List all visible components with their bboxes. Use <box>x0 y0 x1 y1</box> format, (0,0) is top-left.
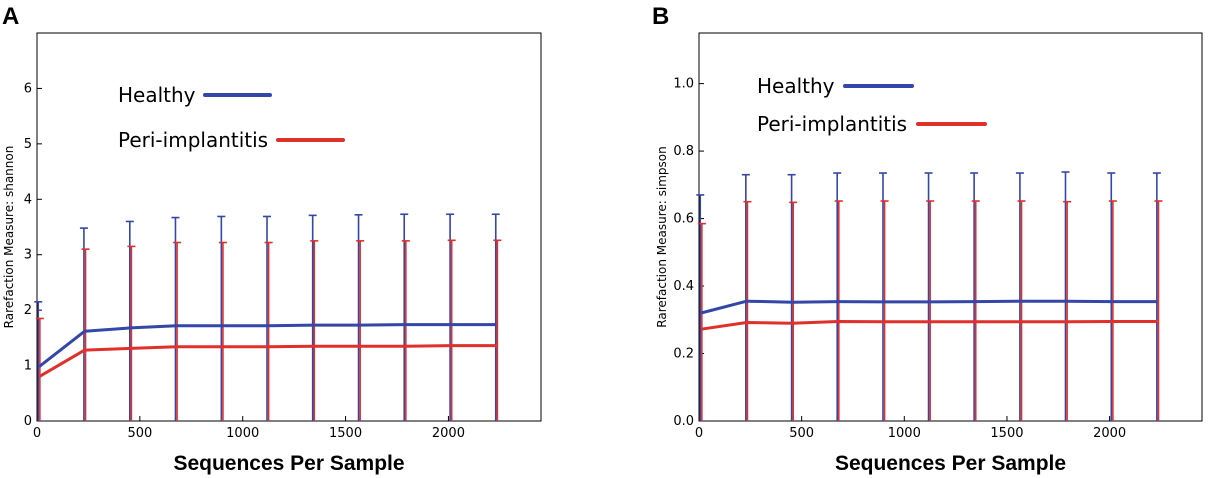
x-tick-label: 0 <box>33 426 41 441</box>
y-tick-label: 2 <box>24 303 32 318</box>
y-tick-label: 4 <box>24 192 32 207</box>
panel-b: B 0.0 0.2 0.4 0.6 0.8 1.0 0 500 1000 1500 2000 Seque… <box>652 3 1203 475</box>
series-line-healthy <box>700 299 1158 315</box>
y-tick-label: 0.0 <box>673 414 694 429</box>
x-tick-label: 2000 <box>1093 426 1126 441</box>
x-tick-label: 1500 <box>329 426 362 441</box>
x-axis-title: Sequences Per Sample <box>835 452 1066 475</box>
y-tick-label: 0.6 <box>673 212 694 227</box>
legend-label: Healthy <box>757 74 835 98</box>
y-axis-title: Rarefaction Measure: shannon <box>2 146 16 329</box>
y-tick-label: 5 <box>24 137 32 152</box>
legend-label: Peri-implantitis <box>757 112 907 136</box>
x-tick-label: 1000 <box>888 426 921 441</box>
legend-label: Healthy <box>118 83 196 107</box>
y-axis-title: Rarefaction Measure: simpson <box>655 146 669 327</box>
y-tick-label: 1 <box>24 359 32 374</box>
y-tick-label: 0.4 <box>673 279 694 294</box>
series-line-peri-implantitis <box>38 344 497 378</box>
y-tick-label: 3 <box>24 248 32 263</box>
panel-a: A 0 1 2 3 4 5 6 0 500 1000 1500 2000 Sequences Per Sa… <box>2 3 542 475</box>
x-tick-label: 2000 <box>432 426 465 441</box>
y-tick-label: 0.8 <box>673 144 694 159</box>
series-line-healthy <box>38 323 497 368</box>
plot-frame <box>698 32 1203 422</box>
panel-label: A <box>2 3 19 30</box>
x-tick-label: 0 <box>695 426 703 441</box>
y-tick-label: 0 <box>24 414 32 429</box>
plot-frame <box>36 32 542 422</box>
y-tick-label: 0.2 <box>673 347 694 362</box>
y-tick-label: 1.0 <box>673 77 694 92</box>
x-tick-label: 1000 <box>226 426 259 441</box>
x-tick-label: 500 <box>127 426 152 441</box>
legend-label: Peri-implantitis <box>118 128 268 152</box>
panel-label: B <box>652 3 669 30</box>
y-tick-label: 6 <box>24 81 32 96</box>
x-axis-title: Sequences Per Sample <box>173 452 404 475</box>
x-tick-label: 1500 <box>990 426 1023 441</box>
series-line-peri-implantitis <box>700 320 1158 331</box>
x-tick-label: 500 <box>789 426 814 441</box>
